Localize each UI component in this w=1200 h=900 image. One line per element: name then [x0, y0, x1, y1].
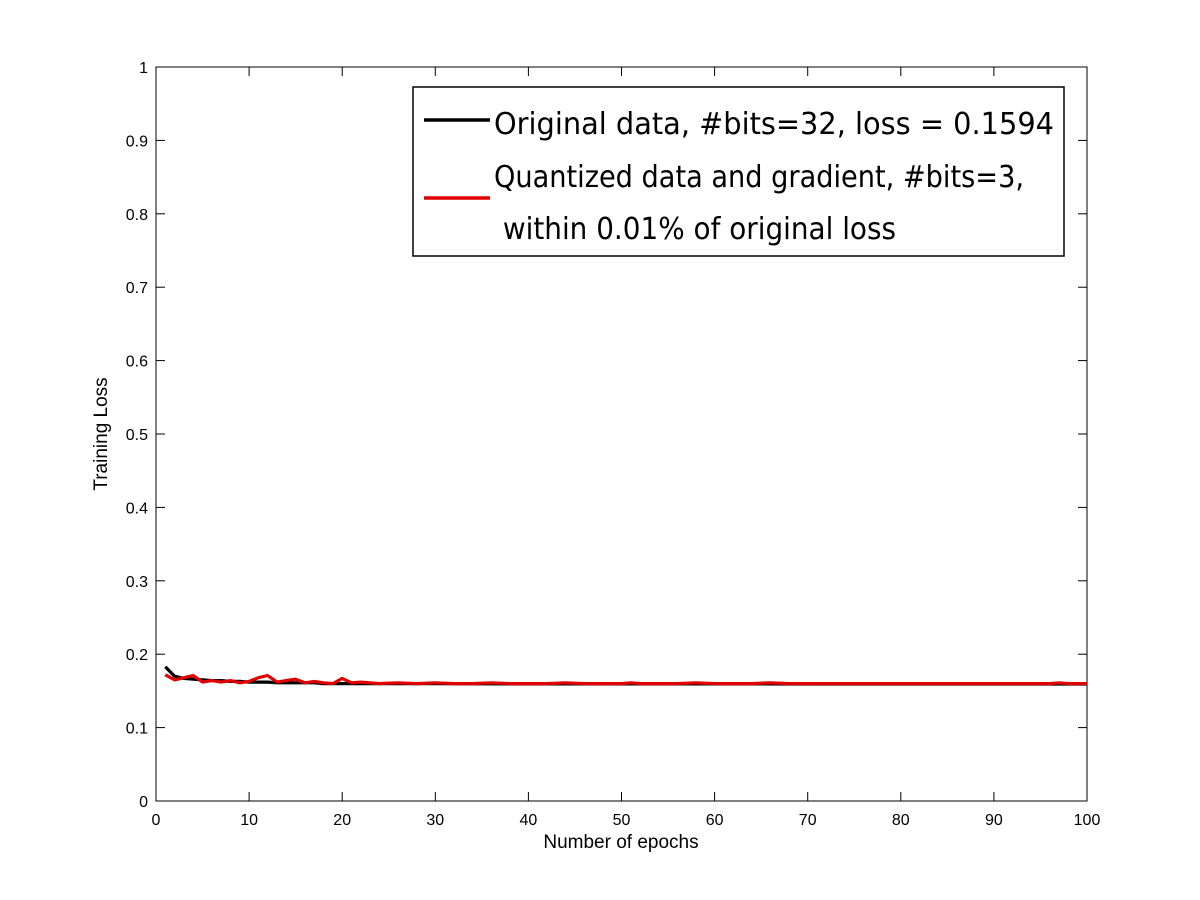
y-tick-label: 0.7 [126, 280, 148, 297]
x-tick-label: 40 [520, 812, 538, 829]
y-tick-label: 0.6 [126, 354, 148, 371]
y-tick-label: 0.5 [126, 427, 148, 444]
x-tick-label: 80 [892, 812, 910, 829]
y-tick-label: 0.3 [126, 574, 148, 591]
x-tick-label: 0 [152, 812, 161, 829]
x-tick-label: 70 [799, 812, 817, 829]
y-tick-label: 0.2 [126, 647, 148, 664]
x-tick-label: 50 [613, 812, 631, 829]
legend-entry-original: Original data, #bits=32, loss = 0.1594 [494, 107, 1054, 142]
x-axis-label: Number of epochs [543, 832, 698, 853]
x-tick-label: 20 [333, 812, 351, 829]
legend-entry-quantized: Quantized data and gradient, #bits=3, [494, 160, 1024, 195]
y-tick-label: 0 [139, 794, 148, 811]
y-tick-label: 1 [139, 60, 148, 77]
legend-entry-quantized-cont: within 0.01% of original loss [494, 212, 896, 247]
y-axis-label: Training Loss [91, 377, 112, 490]
x-tick-label: 100 [1074, 812, 1101, 829]
ticks: 0 10 20 30 40 50 60 70 80 90 100 0 0.1 0.2 0.3 0.4 0.5 0.… [126, 60, 1101, 829]
x-tick-label: 30 [426, 812, 444, 829]
series-group [164, 665, 1087, 686]
legend-box [412, 86, 1065, 257]
series-line-quantized [164, 673, 1087, 686]
y-tick-label: 0.9 [126, 133, 148, 150]
y-tick-label: 0.4 [126, 500, 148, 517]
x-tick-label: 90 [985, 812, 1003, 829]
y-tick-label: 0.8 [126, 207, 148, 224]
x-tick-label: 10 [240, 812, 258, 829]
x-tick-label: 60 [706, 812, 724, 829]
legend: Original data, #bits=32, loss = 0.1594 Q… [412, 86, 1065, 257]
y-tick-label: 0.1 [126, 721, 148, 738]
